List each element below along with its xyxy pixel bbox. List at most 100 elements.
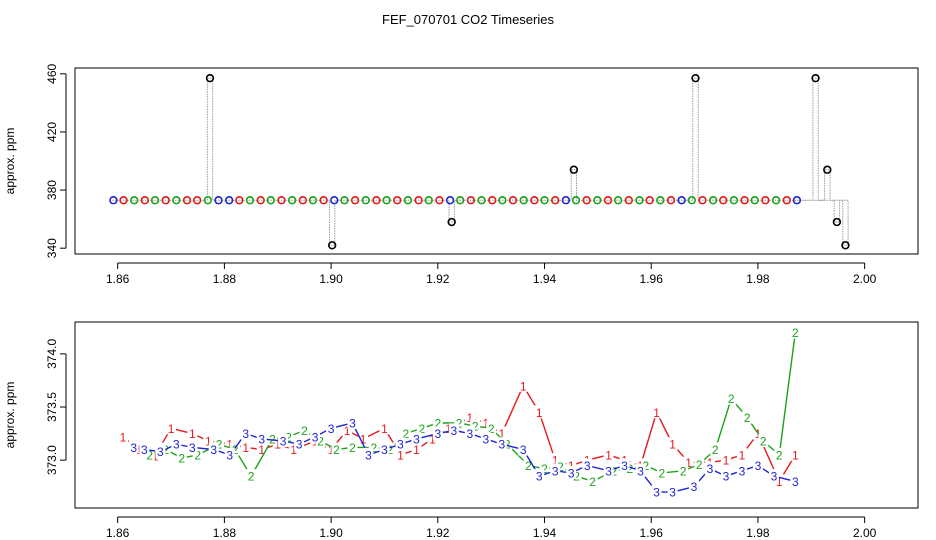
series-1-marker: 1 <box>739 448 746 462</box>
series-1-marker: 1 <box>429 432 436 446</box>
series-2-marker: 2 <box>776 448 783 462</box>
data-point-green <box>498 196 507 205</box>
series-2-marker-bg <box>486 421 497 435</box>
series-1-marker-bg <box>550 453 561 467</box>
series-1-marker-bg <box>256 442 267 456</box>
series-1-marker: 1 <box>168 422 175 436</box>
data-point-green <box>519 196 528 205</box>
bottom-y-tick-label: 373.0 <box>45 445 59 475</box>
data-point-red <box>350 196 360 205</box>
data-point-red <box>761 196 770 205</box>
series-3-marker: 3 <box>739 464 746 478</box>
spike-point <box>841 241 850 250</box>
top-x-tick-label: 1.86 <box>106 272 130 286</box>
series-1-marker-bg <box>496 426 507 440</box>
bottom-y-tick-label: 374.0 <box>45 339 59 369</box>
series-3-marker-bg <box>395 437 406 451</box>
top-x-tick-label: 1.96 <box>640 272 664 286</box>
series-3-marker: 3 <box>792 475 799 489</box>
top-x-tick-label: 1.88 <box>213 272 237 286</box>
data-point-blue <box>214 196 223 205</box>
series-1-marker: 1 <box>360 432 367 446</box>
series-1-marker: 1 <box>552 454 559 468</box>
data-point-red <box>698 196 707 205</box>
series-3-marker-bg <box>171 437 182 451</box>
series-3-marker-bg <box>294 437 305 451</box>
series-2-marker-bg <box>400 426 411 440</box>
data-point-green <box>172 196 181 205</box>
series-3-marker-bg <box>603 463 614 477</box>
data-point-red <box>466 196 476 205</box>
series-3-marker: 3 <box>312 430 319 444</box>
data-point-green <box>308 196 318 205</box>
bottom-y-axis-label: approx. ppm <box>3 382 17 449</box>
series-3-marker-bg <box>208 442 219 456</box>
series-1-marker: 1 <box>205 435 212 449</box>
series-3-marker-bg <box>128 440 139 454</box>
data-point-red <box>372 196 381 205</box>
series-2-marker-bg <box>502 437 513 451</box>
data-point-red <box>319 196 328 205</box>
series-2-marker: 2 <box>402 427 409 441</box>
series-2-marker: 2 <box>525 459 532 473</box>
series-1-marker-bg <box>358 431 369 445</box>
series-3-marker: 3 <box>771 470 778 484</box>
series-2-marker: 2 <box>659 466 666 480</box>
series-3-marker-bg <box>310 429 321 443</box>
series-2-marker: 2 <box>643 459 650 473</box>
series-3-marker: 3 <box>328 422 335 436</box>
data-point-green <box>456 196 465 205</box>
series-3-marker: 3 <box>520 443 527 457</box>
series-2-marker-bg <box>624 461 635 475</box>
series-2-marker-bg <box>432 415 443 429</box>
series-3-marker-bg <box>736 463 747 477</box>
series-3-marker: 3 <box>498 438 505 452</box>
series-3-marker: 3 <box>210 443 217 457</box>
series-2-marker: 2 <box>728 392 735 406</box>
series-2-marker-bg <box>539 461 550 475</box>
series-2-marker: 2 <box>696 458 703 472</box>
series-1-marker-bg <box>272 437 283 451</box>
series-2-marker-bg <box>758 434 769 448</box>
series-2-marker: 2 <box>194 448 201 462</box>
series-2-marker: 2 <box>573 470 580 484</box>
series-2-marker: 2 <box>744 411 751 425</box>
series-1-marker-bg <box>480 415 491 429</box>
series-2-marker-bg <box>694 457 705 471</box>
series-2-marker-bg <box>470 419 481 433</box>
series-2-marker-bg <box>571 469 582 483</box>
data-point-red <box>624 196 634 205</box>
series-3-marker: 3 <box>130 441 137 455</box>
series-3-marker-bg <box>363 447 374 461</box>
series-1-marker: 1 <box>445 422 452 436</box>
bottom-x-tick-label: 1.96 <box>640 526 664 540</box>
series-2-marker: 2 <box>760 435 767 449</box>
series-3-marker: 3 <box>141 443 148 457</box>
series-1-marker-bg <box>187 426 198 440</box>
series-1-marker: 1 <box>344 424 351 438</box>
series-1-marker-bg <box>736 447 747 461</box>
series-1-marker-bg <box>534 405 545 419</box>
series-2-marker: 2 <box>333 443 340 457</box>
data-point-blue <box>224 196 234 205</box>
top-y-tick-label: 420 <box>45 122 59 142</box>
data-point-green <box>340 196 349 205</box>
series-2-marker: 2 <box>317 435 324 449</box>
series-1-marker: 1 <box>482 416 489 430</box>
top-x-tick-label: 1.94 <box>533 272 557 286</box>
data-point-red <box>740 196 749 205</box>
series-1-marker-bg <box>464 410 475 424</box>
series-1-marker-bg <box>427 431 438 445</box>
series-1-marker-bg <box>411 442 422 456</box>
data-point-green <box>593 196 602 205</box>
data-point-green <box>635 196 644 205</box>
bottom-plot-frame <box>74 321 919 509</box>
data-point-green <box>150 196 160 205</box>
top-x-tick-label: 1.90 <box>319 272 343 286</box>
series-3-marker-bg <box>139 442 150 456</box>
series-3-marker: 3 <box>258 432 265 446</box>
series-3-marker: 3 <box>226 448 233 462</box>
series-3-marker: 3 <box>296 438 303 452</box>
data-point-green <box>266 196 276 205</box>
data-point-green <box>729 196 739 205</box>
